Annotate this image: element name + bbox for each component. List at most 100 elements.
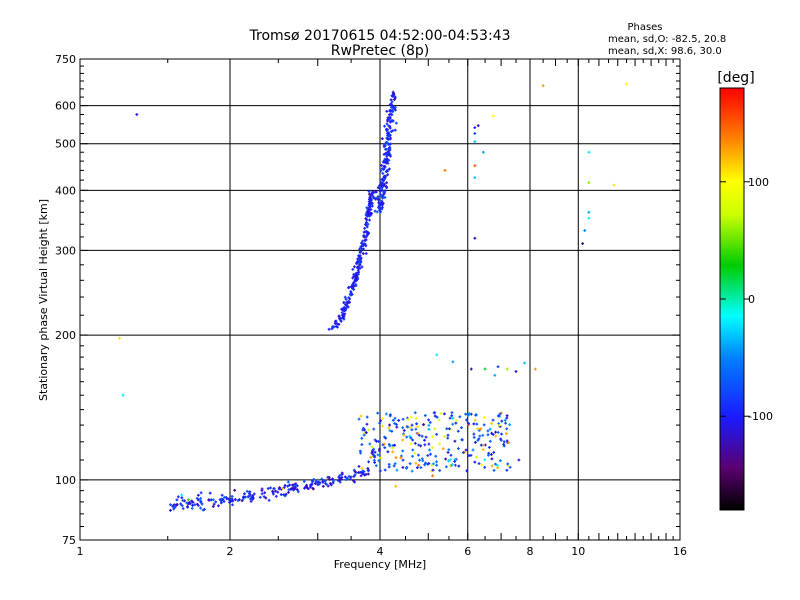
data-point [405,435,409,439]
data-point [413,411,417,415]
data-point [433,427,437,431]
colorbar-tick-label: -100 [748,410,773,423]
data-point [343,475,347,479]
data-point [422,423,425,426]
data-point [498,412,502,416]
data-point [339,319,343,323]
data-point [230,495,234,498]
data-point [443,169,447,172]
data-point [199,491,203,495]
data-point [393,98,396,101]
data-point [340,307,343,311]
data-point [353,279,357,283]
data-point [337,314,341,318]
data-point [394,121,398,125]
data-point [435,353,439,357]
data-point [449,453,453,457]
data-point [431,446,434,449]
data-point [460,426,463,429]
data-point [383,165,387,168]
data-point [489,453,493,456]
data-point [507,441,511,445]
data-point [467,412,471,416]
data-point [473,418,477,422]
data-point [473,132,477,135]
data-point [353,265,356,269]
data-point [408,462,412,466]
data-point [354,271,358,275]
data-point [351,276,355,280]
data-point [338,474,342,477]
data-point [391,105,395,109]
data-point [211,505,215,508]
data-point [409,442,413,446]
data-point [428,421,432,424]
data-point [282,486,286,489]
data-point [366,222,370,226]
data-point [494,462,497,466]
data-point [269,486,272,490]
data-point [469,453,473,457]
data-point [185,501,189,505]
data-point [245,489,249,493]
data-point [344,303,347,307]
data-point [365,422,369,426]
data-point [437,418,441,422]
data-point [381,172,385,175]
data-point [508,465,512,469]
data-point [476,427,480,431]
data-point [367,200,371,204]
data-point [417,443,420,447]
data-point [350,283,354,287]
data-point [364,244,368,248]
data-point [431,435,434,438]
data-point [491,433,495,436]
data-point [386,118,390,121]
data-point [365,218,369,222]
data-point [401,438,405,442]
data-point [367,460,371,464]
data-point [411,448,415,452]
data-point [444,457,447,461]
data-point [355,261,358,265]
data-point [276,490,280,494]
data-point [410,428,414,432]
data-point [490,457,494,461]
data-point [290,483,294,487]
data-point [385,186,389,190]
data-point [353,473,357,477]
data-point [199,500,202,504]
data-point [366,472,370,476]
data-point [328,477,331,481]
data-point [378,202,382,206]
data-point [457,464,461,468]
data-point [249,499,253,503]
data-point [469,367,473,371]
data-point [391,450,395,454]
data-point [390,100,394,104]
data-point [365,221,368,224]
data-point [373,196,377,200]
data-point [517,458,521,462]
data-point [383,446,387,450]
data-point [180,496,184,500]
data-point [438,442,441,446]
data-point [446,436,450,440]
data-point [417,433,421,437]
data-point [387,113,391,117]
data-point [388,137,392,141]
data-point [390,429,394,433]
data-point [359,250,363,254]
data-point [455,419,458,422]
data-point [352,288,356,291]
data-point [476,124,480,128]
data-point [318,482,321,486]
data-point [321,480,325,483]
data-point [448,464,452,468]
data-point [383,144,387,147]
data-point [207,498,211,502]
data-point [374,464,378,468]
data-point [367,428,370,432]
data-point [294,486,297,490]
data-point [488,427,492,431]
